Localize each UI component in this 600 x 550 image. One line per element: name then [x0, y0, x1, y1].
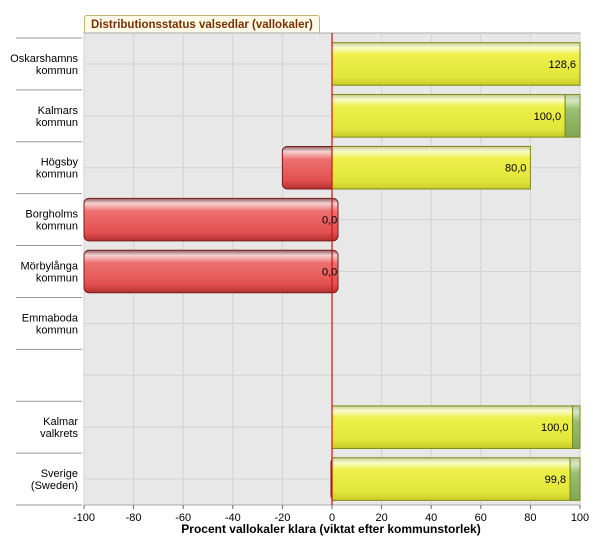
- x-tick-label: -100: [73, 512, 95, 524]
- x-tick-label: 80: [524, 512, 536, 524]
- x-axis-ticks: -100 -80 -60 -40 -20 0 20 40 60 80 100: [73, 505, 589, 524]
- positive-bar-tail: [569, 457, 581, 501]
- category-label: Högsby kommun: [36, 157, 79, 181]
- data-labels: 128,6 100,0 80,0 0,0 0,0 100,0 99,8: [322, 59, 576, 486]
- data-label: 0,0: [322, 215, 337, 227]
- category-label: Borgholms kommun: [25, 209, 78, 233]
- positive-bar-tail: [572, 405, 581, 449]
- category-label: Kalmar valkrets: [40, 416, 78, 440]
- category-label: Emmaboda kommun: [22, 312, 79, 336]
- positive-bar: [331, 405, 574, 449]
- negative-bar: [83, 249, 339, 294]
- category-labels: Oskarshamns kommun Kalmars kommun Högsby komm…: [10, 37, 82, 506]
- x-tick-label: 0: [329, 512, 335, 524]
- positive-bar: [331, 42, 581, 86]
- positive-bar: [331, 457, 571, 501]
- x-axis-title: Procent vallokaler klara (viktat efter k…: [181, 522, 480, 536]
- category-label: Sverige (Sweden): [31, 468, 78, 492]
- category-label: Mörbylånga kommun: [21, 261, 79, 285]
- data-label: 100,0: [541, 422, 569, 434]
- category-label: Kalmars kommun: [36, 105, 79, 129]
- category-label: Oskarshamns kommun: [10, 53, 78, 77]
- negative-bar: [83, 197, 339, 242]
- positive-bar: [331, 145, 531, 190]
- x-tick-label: 40: [425, 512, 437, 524]
- x-tick-label: 100: [571, 512, 589, 524]
- data-label: 128,6: [548, 59, 576, 71]
- x-tick-label: -40: [225, 512, 241, 524]
- data-label: 80,0: [505, 163, 526, 175]
- positive-bar: [331, 94, 566, 138]
- x-tick-label: -60: [175, 512, 191, 524]
- chart-title: Distributionsstatus valsedlar (vallokale…: [84, 15, 320, 34]
- x-tick-label: 60: [475, 512, 487, 524]
- negative-bar: [281, 145, 339, 190]
- positive-bar-tail: [564, 94, 581, 138]
- x-tick-label: -80: [126, 512, 142, 524]
- data-label: 0,0: [322, 267, 337, 279]
- data-label: 99,8: [545, 474, 566, 486]
- data-label: 100,0: [534, 111, 562, 123]
- x-tick-label: 20: [375, 512, 387, 524]
- x-tick-label: -20: [274, 512, 290, 524]
- bars: [83, 33, 581, 505]
